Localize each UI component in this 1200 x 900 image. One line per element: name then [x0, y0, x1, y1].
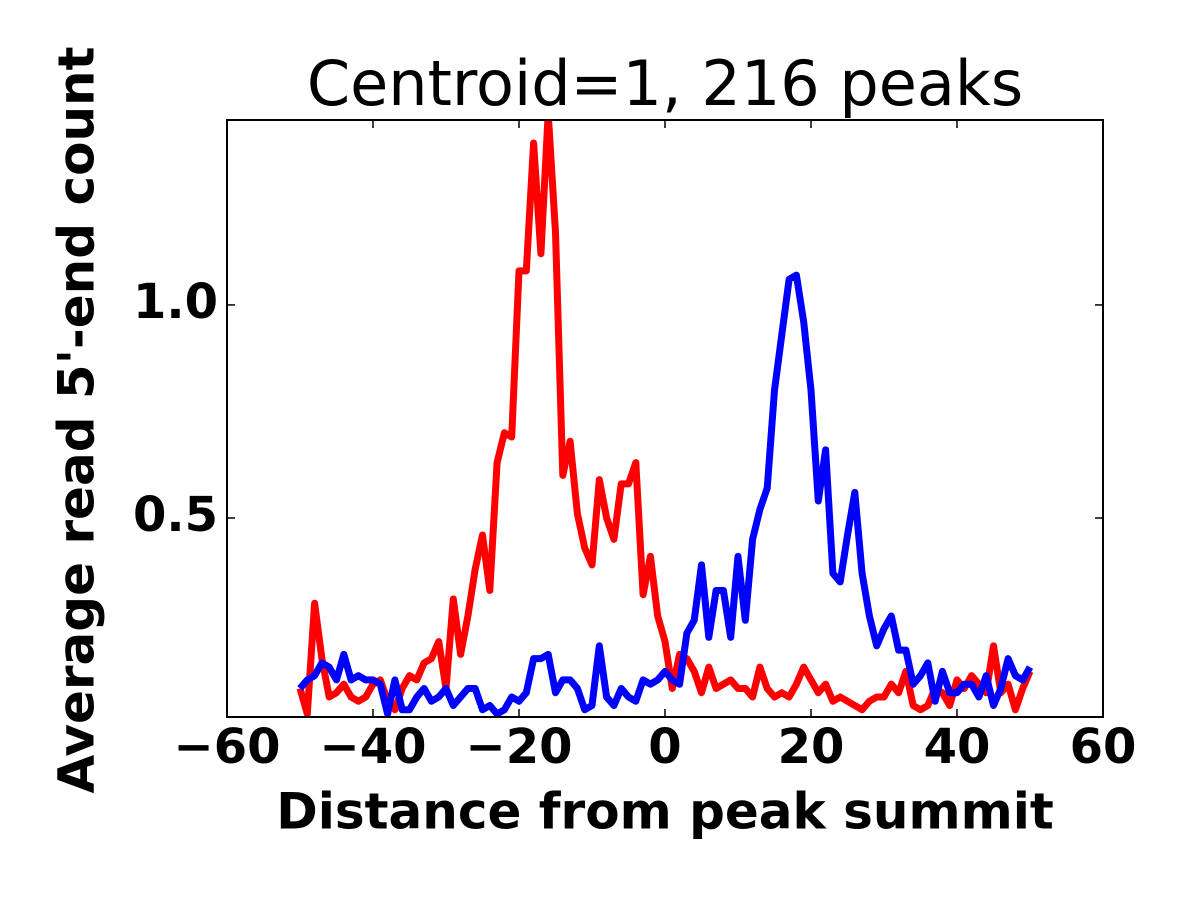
data-line [297, 271, 1034, 717]
x-tick-label: −60 [173, 719, 280, 775]
y-tick-label: 1.0 [133, 274, 218, 330]
x-axis-label: Distance from peak summit [276, 783, 1054, 841]
chart-title: Centroid=1, 216 peaks [307, 47, 1023, 120]
x-tick-label: 60 [1070, 719, 1137, 775]
x-tick-label: −40 [319, 719, 426, 775]
y-tick-label: 0.5 [133, 487, 218, 543]
x-tick-label: −20 [465, 719, 572, 775]
x-tick-label: 20 [778, 719, 845, 775]
axes-frame [226, 119, 1104, 718]
plot-area [296, 120, 1034, 717]
data-line [296, 120, 1034, 717]
x-tick-label: 40 [924, 719, 991, 775]
y-axis-label: Average read 5'-end count [48, 46, 106, 793]
x-tick-label: 0 [648, 719, 681, 775]
